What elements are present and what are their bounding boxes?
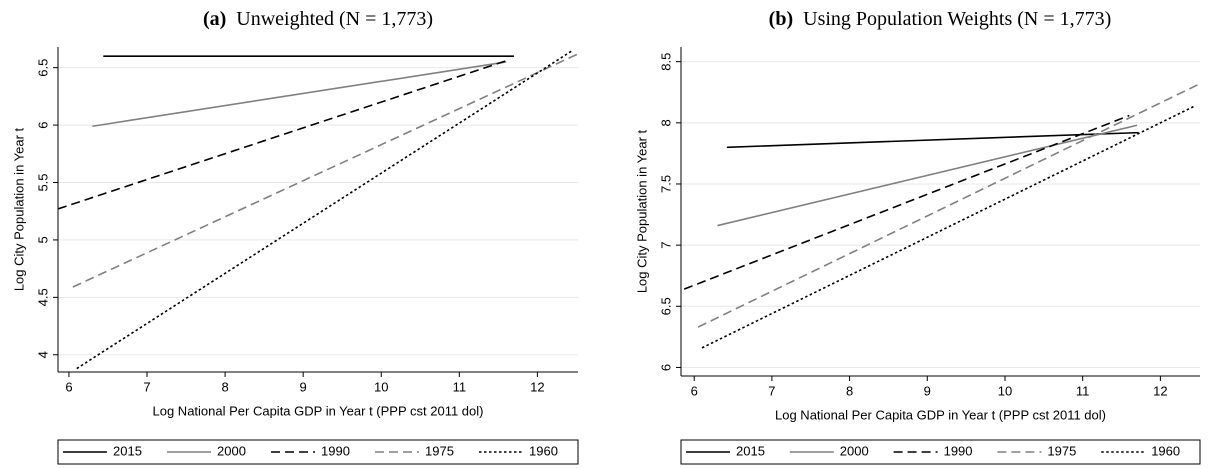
legend-label: 1975	[425, 443, 454, 458]
x-tick-label: 12	[1153, 383, 1167, 398]
legend-box	[680, 439, 1201, 465]
x-tick-label: 7	[768, 383, 775, 398]
legend-label: 2000	[840, 443, 869, 458]
series-line	[76, 49, 573, 370]
x-tick-label: 7	[143, 379, 150, 394]
x-tick-label: 11	[453, 379, 467, 394]
series-line	[72, 53, 579, 288]
panel-title: Unweighted (N = 1,773)	[236, 8, 433, 30]
legend-label: 1975	[1047, 443, 1076, 458]
series-line	[697, 82, 1201, 328]
x-axis-title: Log National Per Capita GDP in Year t (P…	[153, 403, 484, 418]
x-tick-label: 6	[691, 383, 698, 398]
y-tick-label: 5	[35, 236, 50, 243]
x-tick-label: 10	[374, 379, 388, 394]
chart-title: (b) Using Population Weights (N = 1,773)	[769, 8, 1112, 30]
legend-label: 1960	[529, 443, 558, 458]
y-tick-label: 6.5	[658, 297, 673, 315]
x-tick-label: 10	[998, 383, 1012, 398]
series-line	[683, 114, 1130, 290]
y-tick-label: 5.5	[35, 173, 50, 191]
x-axis-title: Log National Per Capita GDP in Year t (P…	[775, 407, 1106, 422]
chart-title: (a) Unweighted (N = 1,773)	[203, 8, 433, 30]
legend-label: 1960	[1151, 443, 1180, 458]
x-tick-label: 8	[221, 379, 228, 394]
series-line	[726, 131, 1139, 149]
y-axis-title: Log City Population in Year t	[11, 127, 26, 291]
panel-label: (b)	[769, 8, 793, 30]
series-line	[57, 60, 507, 210]
y-tick-label: 8	[658, 119, 673, 126]
y-tick-label: 7.5	[658, 175, 673, 193]
series-line	[717, 124, 1138, 227]
y-tick-label: 6	[658, 364, 673, 371]
y-tick-label: 7	[658, 242, 673, 249]
legend-label: 2015	[736, 443, 765, 458]
series-line	[701, 104, 1196, 349]
y-tick-label: 4.5	[35, 288, 50, 306]
x-tick-label: 8	[846, 383, 853, 398]
x-tick-label: 9	[924, 383, 931, 398]
y-axis-title: Log City Population in Year t	[634, 129, 649, 293]
legend-box	[57, 439, 579, 465]
panel-title: Using Population Weights (N = 1,773)	[803, 8, 1111, 30]
series-line	[92, 61, 507, 128]
x-tick-label: 12	[530, 379, 544, 394]
y-tick-label: 6.5	[35, 59, 50, 77]
legend-label: 1990	[321, 443, 350, 458]
x-tick-label: 11	[1076, 383, 1090, 398]
x-tick-label: 9	[300, 379, 307, 394]
legend-label: 2015	[113, 443, 142, 458]
x-tick-label: 6	[65, 379, 72, 394]
y-tick-label: 4	[35, 351, 50, 358]
legend-label: 2000	[217, 443, 246, 458]
legend-label: 1990	[944, 443, 973, 458]
y-tick-label: 8.5	[658, 53, 673, 71]
y-tick-label: 6	[35, 121, 50, 128]
panel-label: (a)	[203, 8, 226, 30]
